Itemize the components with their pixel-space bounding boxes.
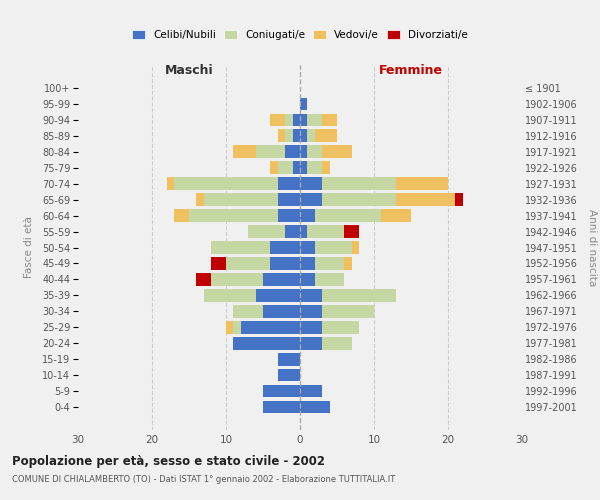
Bar: [233, 305, 263, 318]
Bar: [300, 385, 322, 398]
Bar: [307, 162, 322, 174]
Bar: [189, 210, 278, 222]
Bar: [285, 114, 293, 126]
Bar: [307, 226, 344, 238]
Bar: [307, 130, 315, 142]
Bar: [278, 369, 300, 382]
Bar: [300, 273, 315, 285]
Bar: [285, 226, 300, 238]
Bar: [174, 210, 189, 222]
Bar: [278, 194, 300, 206]
Y-axis label: Fasce di età: Fasce di età: [23, 216, 34, 278]
Bar: [300, 305, 322, 318]
Bar: [396, 194, 455, 206]
Bar: [263, 273, 300, 285]
Bar: [300, 130, 307, 142]
Bar: [322, 162, 329, 174]
Bar: [211, 273, 263, 285]
Bar: [315, 273, 344, 285]
Bar: [174, 178, 278, 190]
Bar: [226, 321, 233, 334]
Bar: [211, 242, 271, 254]
Bar: [263, 305, 300, 318]
Bar: [293, 130, 300, 142]
Bar: [167, 178, 174, 190]
Bar: [300, 162, 307, 174]
Text: Femmine: Femmine: [379, 64, 443, 76]
Bar: [300, 146, 307, 158]
Bar: [344, 226, 359, 238]
Bar: [300, 401, 329, 413]
Bar: [322, 114, 337, 126]
Bar: [211, 257, 226, 270]
Bar: [263, 385, 300, 398]
Bar: [322, 178, 396, 190]
Bar: [233, 146, 256, 158]
Bar: [278, 353, 300, 366]
Bar: [300, 337, 322, 349]
Bar: [300, 178, 322, 190]
Bar: [196, 194, 204, 206]
Bar: [278, 162, 293, 174]
Bar: [285, 146, 300, 158]
Bar: [396, 178, 448, 190]
Bar: [322, 305, 374, 318]
Bar: [322, 321, 359, 334]
Text: COMUNE DI CHIALAMBERTO (TO) - Dati ISTAT 1° gennaio 2002 - Elaborazione TUTTITAL: COMUNE DI CHIALAMBERTO (TO) - Dati ISTAT…: [12, 475, 395, 484]
Bar: [248, 226, 285, 238]
Bar: [300, 257, 315, 270]
Bar: [278, 210, 300, 222]
Y-axis label: Anni di nascita: Anni di nascita: [587, 209, 597, 286]
Bar: [344, 257, 352, 270]
Bar: [300, 242, 315, 254]
Bar: [293, 114, 300, 126]
Bar: [196, 273, 211, 285]
Legend: Celibi/Nubili, Coniugati/e, Vedovi/e, Divorziati/e: Celibi/Nubili, Coniugati/e, Vedovi/e, Di…: [129, 26, 471, 43]
Bar: [233, 321, 241, 334]
Bar: [382, 210, 411, 222]
Bar: [256, 289, 300, 302]
Bar: [263, 401, 300, 413]
Bar: [315, 210, 382, 222]
Bar: [278, 130, 285, 142]
Bar: [315, 257, 344, 270]
Bar: [271, 257, 300, 270]
Text: Popolazione per età, sesso e stato civile - 2002: Popolazione per età, sesso e stato civil…: [12, 455, 325, 468]
Bar: [300, 98, 307, 110]
Bar: [271, 162, 278, 174]
Bar: [300, 226, 307, 238]
Bar: [233, 337, 300, 349]
Bar: [300, 114, 307, 126]
Bar: [300, 321, 322, 334]
Bar: [300, 194, 322, 206]
Bar: [293, 162, 300, 174]
Bar: [278, 178, 300, 190]
Bar: [315, 242, 352, 254]
Bar: [300, 210, 315, 222]
Bar: [256, 146, 285, 158]
Bar: [455, 194, 463, 206]
Bar: [315, 130, 337, 142]
Bar: [322, 146, 352, 158]
Bar: [271, 114, 285, 126]
Text: Maschi: Maschi: [164, 64, 214, 76]
Bar: [307, 114, 322, 126]
Bar: [226, 257, 271, 270]
Bar: [322, 289, 396, 302]
Bar: [285, 130, 293, 142]
Bar: [322, 337, 352, 349]
Bar: [322, 194, 396, 206]
Bar: [307, 146, 322, 158]
Bar: [204, 289, 256, 302]
Bar: [300, 289, 322, 302]
Bar: [204, 194, 278, 206]
Bar: [271, 242, 300, 254]
Bar: [352, 242, 359, 254]
Bar: [241, 321, 300, 334]
